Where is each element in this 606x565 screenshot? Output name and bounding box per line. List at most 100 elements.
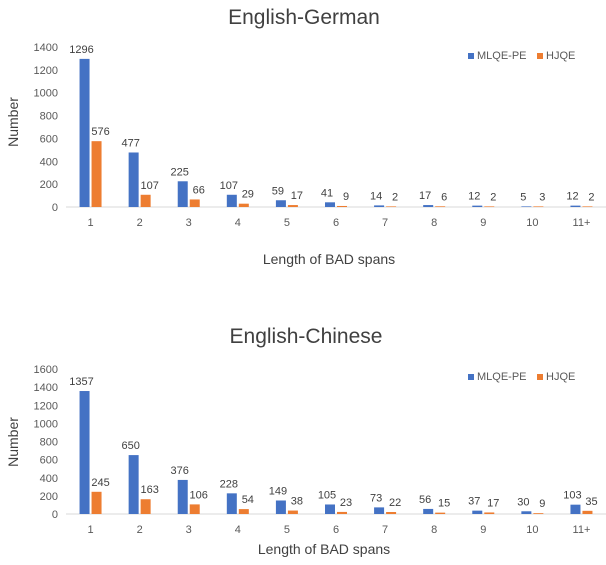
bar-mlqe-pe	[226, 493, 237, 514]
data-label-hjqe: 9	[539, 498, 545, 510]
data-label-mlqe-pe: 5	[520, 191, 526, 203]
y-tick-label: 0	[52, 202, 58, 214]
y-tick-label: 200	[40, 179, 58, 191]
bar-mlqe-pe	[128, 152, 139, 207]
bar-hjqe	[435, 206, 446, 207]
x-tick-labels: 1 2 3 4 5 6 7 8 9 10 11+	[87, 524, 590, 536]
bar-mlqe-pe	[79, 391, 90, 514]
y-tick-label: 1600	[34, 364, 58, 376]
x-tick-label: 10	[526, 524, 538, 536]
data-label-mlqe-pe: 1357	[69, 376, 93, 388]
y-axis-title: Number	[5, 417, 21, 467]
bar-mlqe-pe	[374, 205, 385, 207]
x-tick-label: 5	[284, 217, 290, 229]
bar-hjqe	[140, 499, 151, 514]
x-tick-label: 11+	[573, 217, 591, 229]
bar-hjqe	[337, 205, 347, 207]
data-label-hjqe: 17	[291, 190, 303, 202]
bar-mlqe-pe	[325, 504, 335, 514]
y-tick-label: 600	[40, 133, 58, 145]
data-label-hjqe: 163	[140, 484, 158, 496]
chart-english-german: English-German Number Length of BAD span…	[5, 6, 606, 267]
bar-mlqe-pe	[128, 455, 139, 514]
x-tick-label: 9	[480, 524, 486, 536]
bar-hjqe	[287, 510, 298, 514]
data-label-hjqe: 23	[340, 497, 352, 509]
data-label-mlqe-pe: 103	[563, 490, 581, 502]
x-axis-title: Length of BAD spans	[258, 541, 390, 557]
bar-mlqe-pe	[79, 58, 90, 208]
data-label-mlqe-pe: 477	[121, 137, 139, 149]
bar-hjqe	[238, 203, 249, 207]
bar-mlqe-pe	[374, 507, 385, 514]
bar-hjqe	[533, 206, 544, 207]
data-label-hjqe: 107	[140, 180, 158, 192]
x-tick-label: 11+	[573, 524, 591, 536]
data-label-hjqe: 9	[343, 191, 349, 203]
bar-hjqe	[337, 511, 347, 514]
x-tick-label: 2	[137, 217, 143, 229]
data-label-hjqe: 15	[438, 498, 450, 510]
y-tick-label: 600	[40, 455, 58, 467]
y-tick-label: 1200	[34, 400, 58, 412]
bar-mlqe-pe	[275, 500, 286, 514]
data-labels: 1357 650 376 228 149 105 73 56 37 30 103 245 163 106 5…	[69, 376, 597, 510]
bar-hjqe	[238, 509, 249, 514]
data-label-hjqe: 17	[487, 497, 499, 509]
x-tick-label: 5	[284, 524, 290, 536]
bar-mlqe-pe	[521, 206, 532, 207]
legend-swatch-hjqe	[537, 374, 543, 380]
data-label-mlqe-pe: 14	[370, 190, 382, 202]
bar-mlqe-pe	[177, 479, 188, 514]
y-tick-label: 400	[40, 473, 58, 485]
legend: MLQE-PE HJQE	[468, 50, 575, 62]
x-tick-label: 8	[431, 524, 437, 536]
x-tick-label: 7	[382, 524, 388, 536]
data-label-hjqe: 6	[441, 191, 447, 203]
x-tick-label: 8	[431, 217, 437, 229]
bar-mlqe-pe	[521, 511, 532, 514]
bar-hjqe	[484, 512, 495, 514]
bar-mlqe-pe	[570, 504, 581, 514]
bar-mlqe-pe	[423, 508, 434, 514]
chart-title: English-German	[228, 6, 380, 29]
y-tick-labels: 0 200 400 600 800 1000 1200 1400	[34, 42, 58, 214]
bar-hjqe	[189, 504, 200, 514]
x-tick-label: 6	[333, 217, 339, 229]
bar-mlqe-pe	[325, 202, 335, 207]
bar-mlqe-pe	[177, 181, 188, 207]
y-tick-label: 1400	[34, 382, 58, 394]
data-label-mlqe-pe: 12	[468, 191, 480, 203]
data-label-mlqe-pe: 12	[566, 191, 578, 203]
data-label-hjqe: 38	[291, 496, 303, 508]
x-tick-labels: 1 2 3 4 5 6 7 8 9 10 11+	[87, 217, 590, 229]
data-label-mlqe-pe: 37	[468, 496, 480, 508]
data-label-mlqe-pe: 228	[220, 478, 238, 490]
y-tick-labels: 0 200 400 600 800 1000 1200 1400 1600	[34, 364, 58, 521]
x-tick-label: 9	[480, 217, 486, 229]
bar-hjqe	[386, 512, 397, 514]
data-label-mlqe-pe: 650	[121, 440, 139, 452]
x-tick-label: 3	[186, 217, 192, 229]
legend-label-mlqe-pe: MLQE-PE	[477, 371, 527, 383]
bar-hjqe	[582, 206, 593, 207]
bar-hjqe	[386, 206, 397, 207]
bar-mlqe-pe	[423, 205, 434, 207]
x-tick-label: 7	[382, 217, 388, 229]
x-axis-title: Length of BAD spans	[263, 251, 395, 267]
data-label-mlqe-pe: 225	[171, 166, 189, 178]
legend: MLQE-PE HJQE	[468, 371, 575, 383]
y-tick-label: 1400	[34, 42, 58, 54]
data-label-mlqe-pe: 149	[269, 485, 287, 497]
legend-label-hjqe: HJQE	[546, 50, 575, 62]
x-tick-label: 1	[87, 217, 93, 229]
y-tick-label: 1000	[34, 418, 58, 430]
y-tick-label: 0	[52, 509, 58, 521]
bar-hjqe	[91, 141, 102, 207]
y-tick-label: 1000	[34, 88, 58, 100]
bar-mlqe-pe	[570, 205, 581, 207]
y-tick-label: 800	[40, 111, 58, 123]
bar-hjqe	[484, 206, 495, 207]
chart-english-chinese: English-Chinese Number Length of BAD spa…	[5, 325, 606, 557]
